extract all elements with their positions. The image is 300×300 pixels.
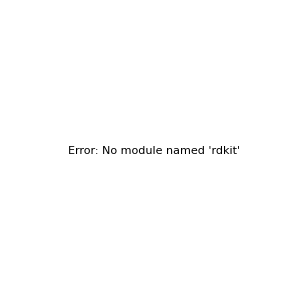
- Text: Error: No module named 'rdkit': Error: No module named 'rdkit': [68, 146, 240, 157]
